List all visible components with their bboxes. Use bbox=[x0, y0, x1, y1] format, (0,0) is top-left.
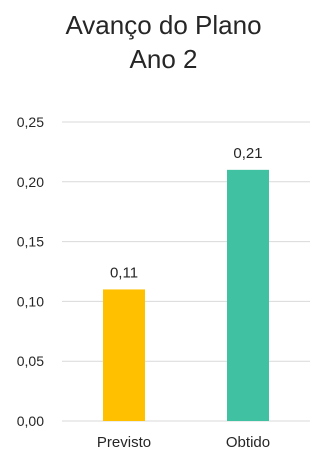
y-tick-label-4: 0,20 bbox=[17, 174, 44, 190]
chart-title-line-1: Avanço do Plano bbox=[65, 10, 262, 40]
y-tick-label-2: 0,10 bbox=[17, 293, 44, 309]
y-tick-label-0: 0,00 bbox=[17, 413, 44, 429]
data-label-previsto: 0,11 bbox=[110, 264, 138, 281]
bar-previsto bbox=[103, 289, 145, 421]
y-tick-label-5: 0,25 bbox=[17, 114, 44, 130]
bar-obtido bbox=[227, 169, 269, 421]
y-tick-label-3: 0,15 bbox=[17, 234, 44, 250]
category-label-obtido: Obtido bbox=[226, 434, 270, 451]
chart-title-line-2: Ano 2 bbox=[129, 44, 198, 74]
data-label-obtido: 0,21 bbox=[233, 145, 262, 162]
y-tick-label-1: 0,05 bbox=[17, 353, 44, 369]
category-label-previsto: Previsto bbox=[97, 434, 151, 451]
